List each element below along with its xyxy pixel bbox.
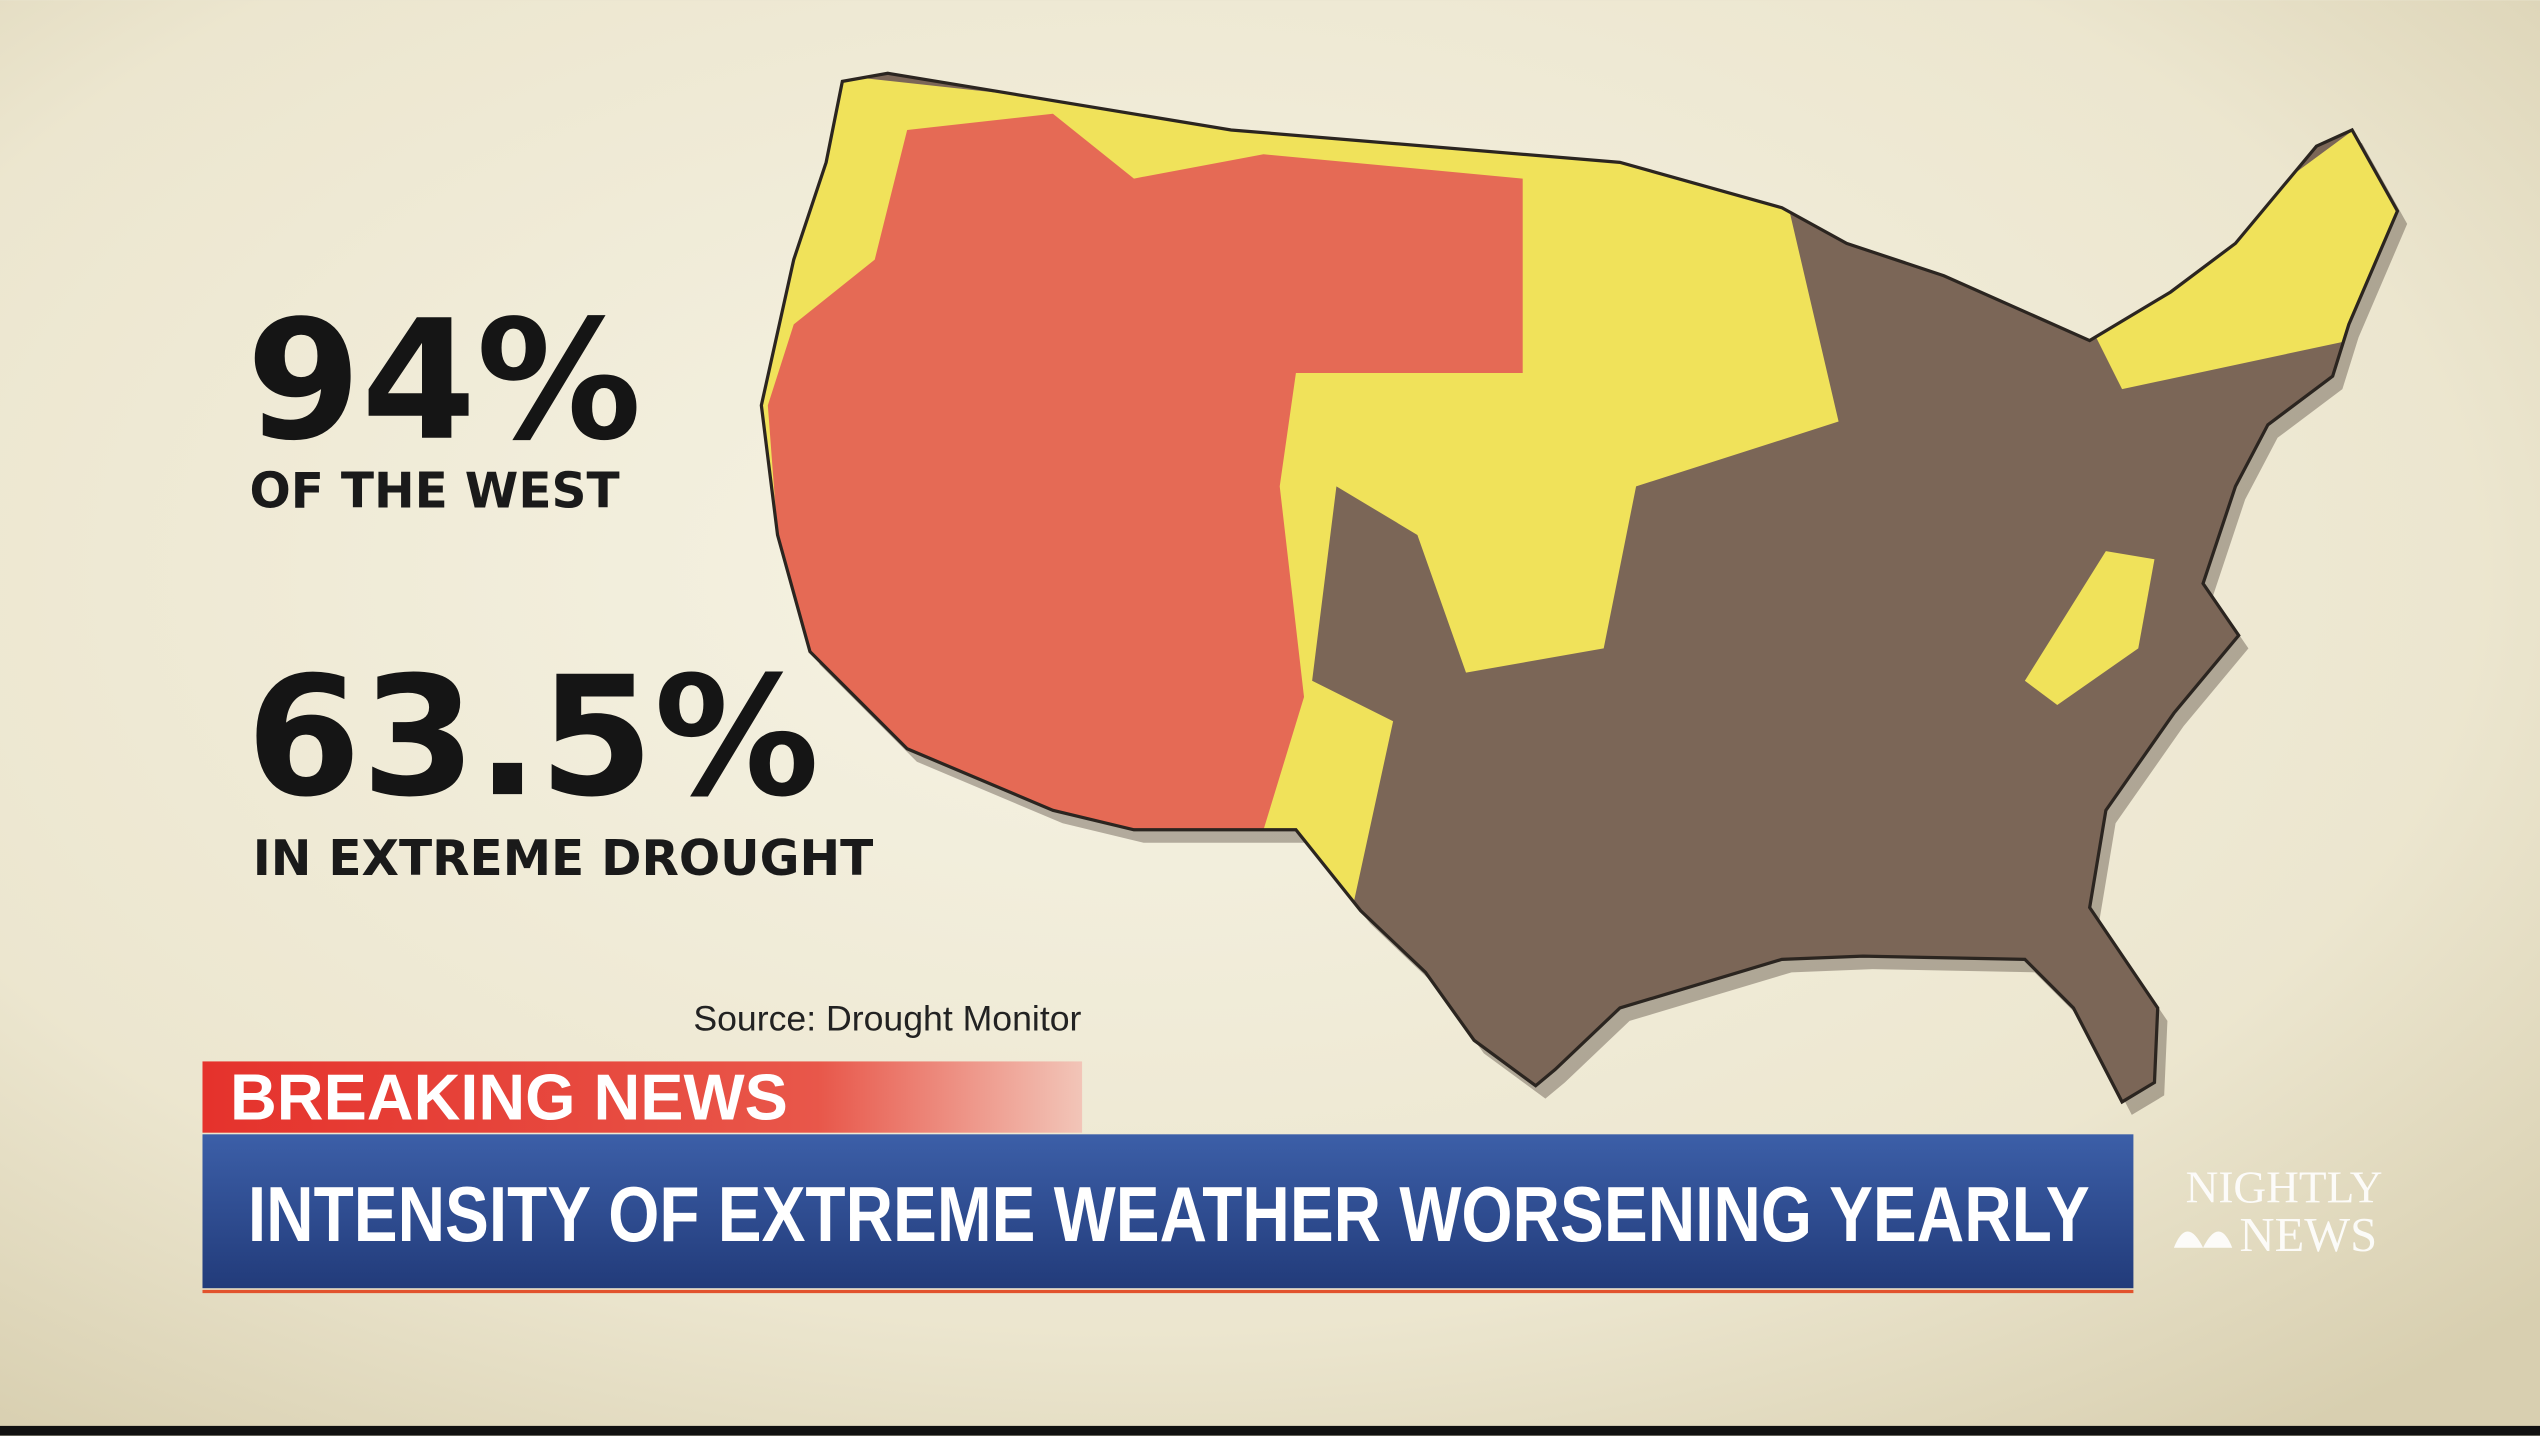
tag: BREAKING NEWS: [230, 1061, 788, 1134]
source: Source: Drought Monitor: [693, 999, 1081, 1039]
stat-label: OF THE WEST: [249, 463, 619, 519]
stat-value: 63.5%: [246, 641, 819, 833]
logo: NIGHTLY NEWS: [2173, 1162, 2383, 1262]
logo-line: NIGHTLY: [2186, 1162, 2383, 1212]
stat-value: 94%: [246, 285, 641, 477]
headline-bar: [202, 1134, 2134, 1289]
lower-third: BREAKING NEWS INTENSITY OF EXTREME WEATH…: [202, 1061, 2134, 1294]
stat-label: IN EXTREME DROUGHT: [253, 831, 874, 887]
logo-line: NEWS: [2240, 1208, 2378, 1262]
tag-bar: [202, 1061, 1083, 1133]
stats: 94% OF THE WEST 63.5% IN EXTREME DROUGHT: [246, 285, 873, 887]
bottom-strip: [0, 1425, 2540, 1436]
headline: INTENSITY OF EXTREME WEATHER WORSENING Y…: [248, 1172, 2090, 1258]
